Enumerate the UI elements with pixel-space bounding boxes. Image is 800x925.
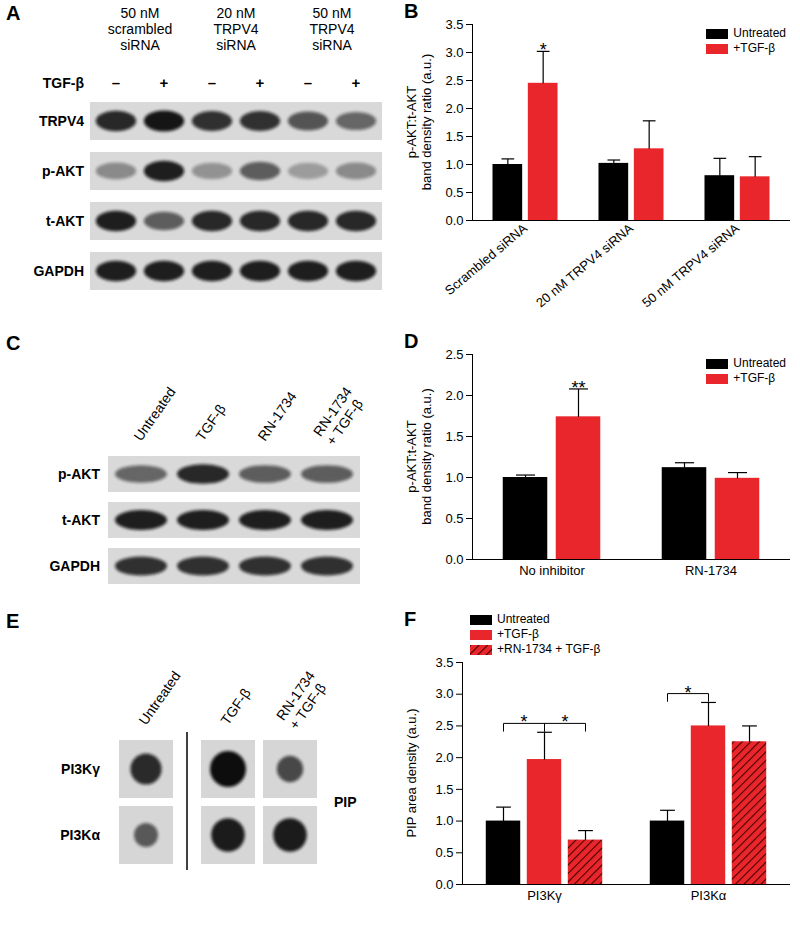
svg-text:PIP: PIP — [334, 794, 357, 810]
html-text:F: F — [404, 608, 417, 630]
svg-text:*: * — [561, 712, 568, 732]
svg-text:RN-1734: RN-1734 — [685, 563, 737, 578]
svg-text:+: + — [160, 74, 169, 91]
html-text:B: B — [404, 0, 419, 22]
svg-text:0.5: 0.5 — [445, 185, 463, 200]
svg-text:0.0: 0.0 — [445, 213, 463, 228]
svg-text:C: C — [6, 332, 20, 354]
svg-text:50 nM TRPV4 siRNA: 50 nM TRPV4 siRNA — [639, 220, 742, 310]
svg-text:1.0: 1.0 — [445, 157, 463, 172]
svg-text:2.0: 2.0 — [435, 750, 453, 765]
svg-text:1.0: 1.0 — [445, 470, 463, 485]
svg-text:0.0: 0.0 — [445, 552, 463, 567]
svg-text:GAPDH: GAPDH — [33, 263, 84, 279]
svg-text:*: * — [520, 712, 527, 732]
svg-text:E: E — [6, 610, 19, 632]
html-text:p-AKT:t-AKT band density ratio: p-AKT:t-AKT band density ratio (a.u.) — [404, 53, 434, 191]
svg-text:3.0: 3.0 — [445, 45, 463, 60]
svg-text:t-AKT: t-AKT — [46, 213, 85, 229]
html-text:+TGF-β: +TGF-β — [497, 627, 539, 641]
html-text:p-AKT:t-AKT band density ratio: p-AKT:t-AKT band density ratio (a.u.) — [404, 388, 434, 525]
svg-text:2.5: 2.5 — [445, 73, 463, 88]
svg-text:RN-1734: RN-1734 — [254, 388, 299, 443]
svg-text:–: – — [112, 74, 120, 91]
html-text:+TGF-β: +TGF-β — [733, 371, 776, 385]
html-text:Untreated: Untreated — [497, 612, 550, 626]
svg-text:RN-1734+ TGF-β: RN-1734+ TGF-β — [310, 384, 369, 448]
svg-text:RN-1734+ TGF-β: RN-1734+ TGF-β — [273, 668, 332, 732]
svg-text:3.5: 3.5 — [435, 655, 453, 670]
html-text:+RN-1734 + TGF-β: +RN-1734 + TGF-β — [497, 642, 601, 656]
svg-text:TRPV4: TRPV4 — [39, 113, 84, 129]
svg-text:20 nM TRPV4 siRNA: 20 nM TRPV4 siRNA — [533, 220, 636, 310]
svg-text:3.0: 3.0 — [435, 686, 453, 701]
html-text:D: D — [404, 330, 419, 352]
svg-text:0.0: 0.0 — [435, 877, 453, 892]
svg-text:*: * — [684, 683, 691, 703]
svg-text:TGF-β: TGF-β — [192, 401, 228, 444]
svg-text:3.5: 3.5 — [445, 17, 463, 32]
svg-text:–: – — [304, 74, 312, 91]
svg-text:*: * — [540, 40, 547, 60]
svg-text:TGF-β: TGF-β — [217, 685, 253, 728]
svg-text:2.0: 2.0 — [445, 101, 463, 116]
svg-text:+: + — [352, 74, 361, 91]
svg-text:A: A — [6, 2, 20, 24]
svg-text:50 nMTRPV4siRNA: 50 nMTRPV4siRNA — [309, 5, 354, 53]
html-text:PIP area density (a.u.): PIP area density (a.u.) — [404, 708, 419, 838]
svg-text:GAPDH: GAPDH — [49, 558, 100, 574]
html-text:+TGF-β: +TGF-β — [733, 41, 776, 55]
svg-text:0.5: 0.5 — [435, 845, 453, 860]
svg-text:p-AKT: p-AKT — [42, 163, 84, 179]
svg-text:TGF-β: TGF-β — [43, 75, 85, 91]
svg-text:0.5: 0.5 — [445, 511, 463, 526]
svg-text:+: + — [256, 74, 265, 91]
svg-text:1.0: 1.0 — [435, 813, 453, 828]
svg-text:No inhibitor: No inhibitor — [519, 563, 585, 578]
svg-text:Scrambled siRNA: Scrambled siRNA — [442, 220, 530, 298]
svg-text:2.5: 2.5 — [445, 347, 463, 362]
svg-text:1.5: 1.5 — [445, 429, 463, 444]
svg-text:**: ** — [571, 378, 585, 398]
svg-text:PI3Kα: PI3Kα — [60, 827, 100, 843]
svg-text:Untreated: Untreated — [135, 668, 183, 728]
svg-text:20 nMTRPV4siRNA: 20 nMTRPV4siRNA — [213, 5, 258, 53]
html-text:Untreated: Untreated — [733, 356, 786, 370]
svg-text:–: – — [208, 74, 216, 91]
html-text:Untreated: Untreated — [733, 26, 786, 40]
svg-text:2.0: 2.0 — [445, 388, 463, 403]
svg-text:PI3Kα: PI3Kα — [691, 888, 727, 903]
svg-text:2.5: 2.5 — [435, 718, 453, 733]
svg-text:50 nMscrambledsiRNA: 50 nMscrambledsiRNA — [108, 5, 173, 53]
svg-text:Untreated: Untreated — [130, 384, 178, 444]
svg-text:1.5: 1.5 — [445, 129, 463, 144]
svg-text:1.5: 1.5 — [435, 782, 453, 797]
svg-text:PI3Kγ: PI3Kγ — [61, 761, 100, 777]
svg-text:PI3Kγ: PI3Kγ — [527, 888, 562, 903]
svg-text:t-AKT: t-AKT — [62, 512, 101, 528]
svg-text:p-AKT: p-AKT — [58, 466, 100, 482]
